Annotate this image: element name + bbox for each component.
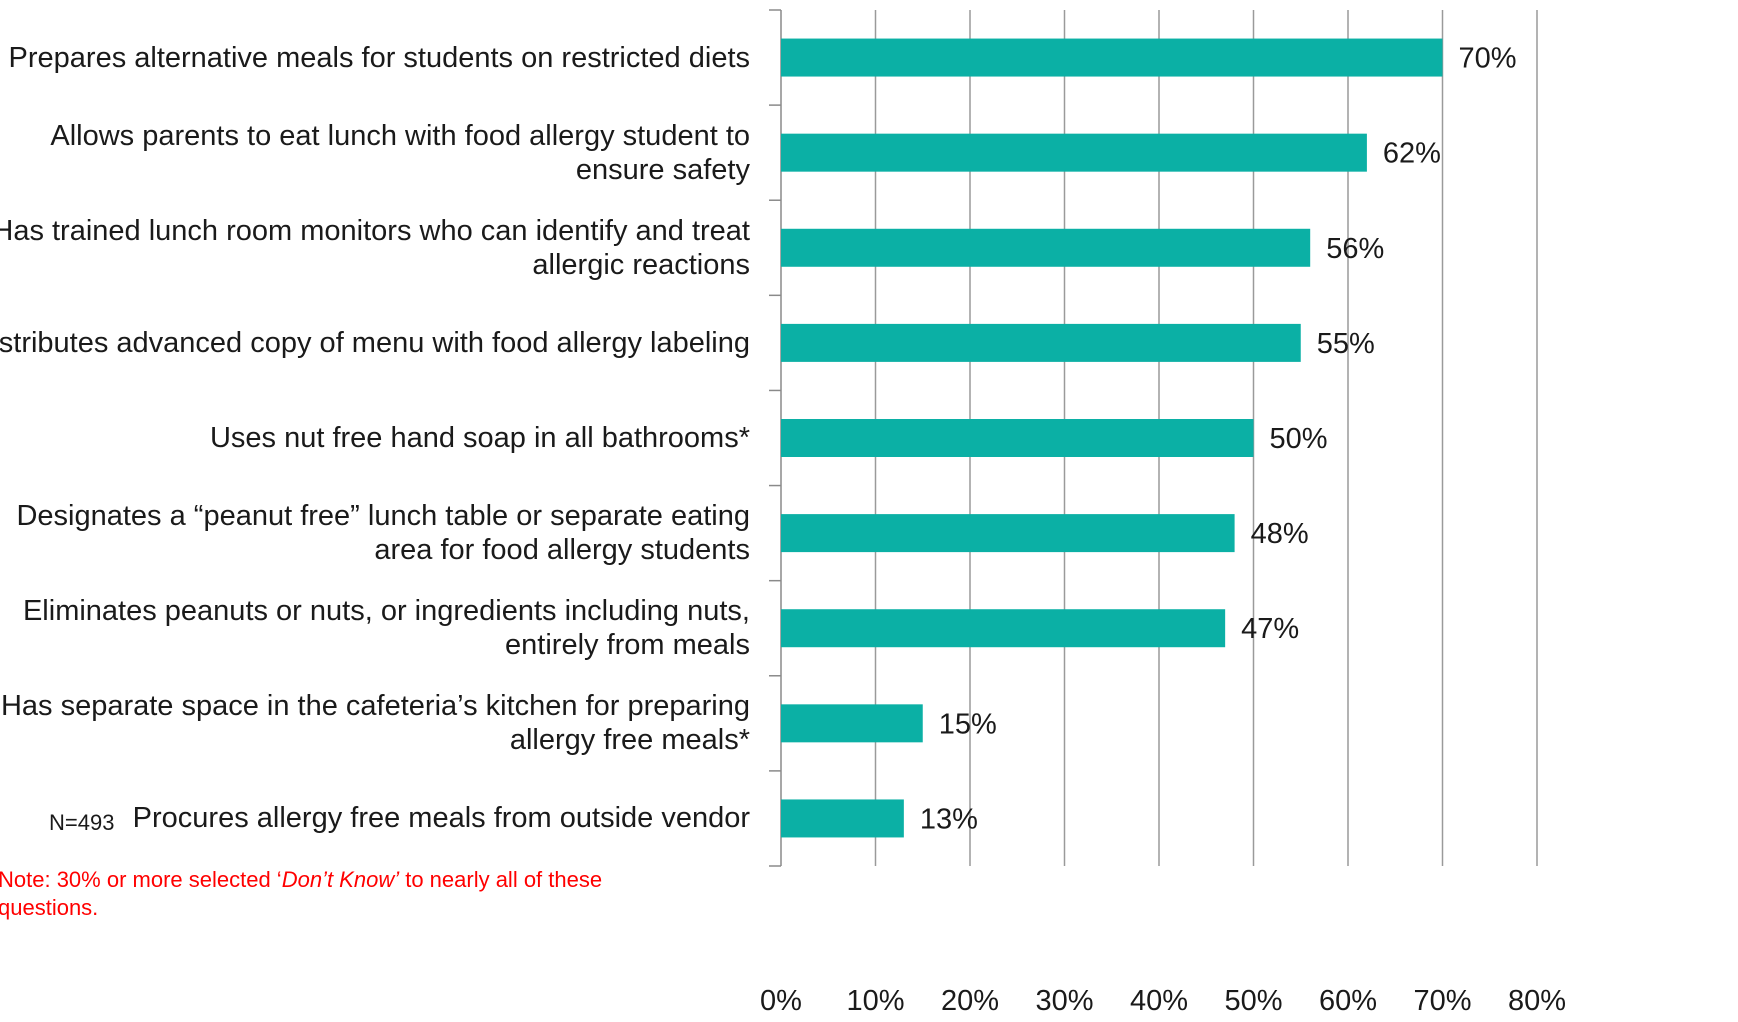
category-label-line: Eliminates peanuts or nuts, or ingredien… <box>22 595 750 628</box>
category-label-line: Procures allergy free meals from outside… <box>132 802 750 835</box>
bar <box>781 133 1367 172</box>
category-label: Prepares alternative meals for students … <box>0 41 750 75</box>
category-label: Eliminates peanuts or nuts, or ingredien… <box>0 594 750 662</box>
sample-size-label: N=493 <box>49 810 115 835</box>
category-label-line: entirely from meals <box>505 629 750 662</box>
category-label-line: ensure safety <box>575 153 750 186</box>
category-label-line: area for food allergy students <box>374 534 750 567</box>
bar <box>781 799 904 838</box>
x-tick-label: 80% <box>1508 985 1566 1017</box>
bar <box>781 514 1235 553</box>
bar <box>781 228 1311 267</box>
data-label: 55% <box>1317 328 1375 360</box>
category-label: Designates a “peanut free” lunch table o… <box>0 499 750 567</box>
category-label: Has trained lunch room monitors who can … <box>0 214 750 282</box>
data-label: 48% <box>1251 518 1309 550</box>
bar <box>781 704 923 743</box>
x-tick-label: 30% <box>1035 985 1093 1017</box>
category-label: Has separate space in the cafeteria’s ki… <box>0 689 750 757</box>
data-label: 15% <box>939 708 997 740</box>
category-label-line: Distributes advanced copy of menu with f… <box>0 326 750 359</box>
data-label: 56% <box>1326 233 1384 265</box>
category-label: Allows parents to eat lunch with food al… <box>0 119 750 187</box>
category-label-line: Prepares alternative meals for students … <box>8 41 750 74</box>
data-label: 62% <box>1383 138 1441 170</box>
data-label: 70% <box>1459 43 1517 75</box>
x-tick-label: 50% <box>1224 985 1282 1017</box>
category-label-line: allergic reactions <box>532 248 750 281</box>
footnote-prefix: Note: 30% or more selected ‘ <box>0 867 282 892</box>
bar <box>781 38 1443 77</box>
category-label-line: Uses nut free hand soap in all bathrooms… <box>209 422 750 454</box>
x-tick-label: 70% <box>1413 985 1471 1017</box>
x-tick-label: 40% <box>1130 985 1188 1017</box>
x-tick-label: 0% <box>760 985 802 1017</box>
category-label-line: Allows parents to eat lunch with food al… <box>50 119 750 152</box>
category-label-line: Has trained lunch room monitors who can … <box>0 214 750 247</box>
x-tick-label: 10% <box>846 985 904 1017</box>
x-tick-label: 60% <box>1319 985 1377 1017</box>
bar <box>781 609 1226 648</box>
x-tick-label: 20% <box>941 985 999 1017</box>
category-label-line: Designates a “peanut free” lunch table o… <box>16 500 750 533</box>
footnote: Note: 30% or more selected ‘Don’t Know’ … <box>0 866 638 922</box>
category-label-line: Has separate space in the cafeteria’s ki… <box>0 690 750 723</box>
footnote-suffix: to nearly all of these questions. <box>0 867 603 920</box>
category-label-line: allergy free meals* <box>509 724 750 757</box>
data-label: 50% <box>1270 423 1328 455</box>
category-label: Uses nut free hand soap in all bathrooms… <box>0 421 750 455</box>
category-label: Distributes advanced copy of menu with f… <box>0 326 750 360</box>
data-label: 13% <box>920 803 978 835</box>
bar <box>781 323 1301 362</box>
data-label: 47% <box>1241 613 1299 645</box>
footnote-emphasis: Don’t Know’ <box>281 867 400 892</box>
bar <box>781 419 1254 457</box>
category-label: Procures allergy free meals from outside… <box>0 801 750 835</box>
